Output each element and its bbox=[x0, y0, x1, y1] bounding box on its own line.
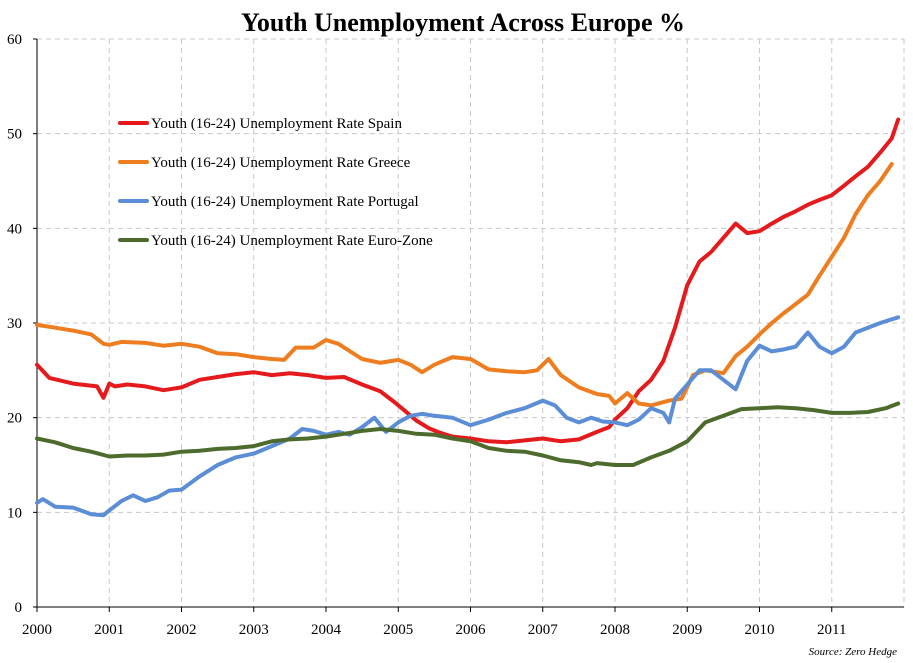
y-tick-label: 20 bbox=[7, 411, 22, 427]
grid-lines bbox=[37, 38, 905, 607]
x-tick-label: 2009 bbox=[672, 622, 702, 638]
chart-title: Youth Unemployment Across Europe % bbox=[241, 8, 685, 37]
x-tick-label: 2002 bbox=[167, 622, 197, 638]
series-line-3 bbox=[35, 401, 901, 467]
legend: Youth (16-24) Unemployment Rate Spain You… bbox=[118, 116, 433, 249]
source-label: Source: Zero Hedge bbox=[809, 646, 897, 658]
y-tick-label: 60 bbox=[7, 32, 22, 48]
x-tick-label: 2001 bbox=[94, 622, 124, 638]
x-tick-label: 2003 bbox=[239, 622, 269, 638]
x-tick-label: 2010 bbox=[745, 622, 775, 638]
y-tick-label: 10 bbox=[7, 505, 22, 521]
legend-label: Youth (16-24) Unemployment Rate Euro-Zon… bbox=[151, 233, 433, 249]
x-tick-label: 2008 bbox=[600, 622, 630, 638]
x-tick-label: 2006 bbox=[456, 622, 487, 638]
series-lines bbox=[35, 117, 901, 518]
x-tick-label: 2011 bbox=[817, 622, 846, 638]
legend-label: Youth (16-24) Unemployment Rate Greece bbox=[151, 155, 411, 171]
x-tick-label: 2007 bbox=[528, 622, 559, 638]
x-tick-label: 2005 bbox=[383, 622, 413, 638]
x-tick-label: 2000 bbox=[22, 622, 52, 638]
series-line-1 bbox=[35, 162, 894, 408]
series-line-2 bbox=[35, 315, 901, 518]
legend-label: Youth (16-24) Unemployment Rate Portugal bbox=[151, 194, 419, 210]
legend-label: Youth (16-24) Unemployment Rate Spain bbox=[151, 116, 402, 132]
y-tick-label: 40 bbox=[7, 221, 22, 237]
y-tick-label: 30 bbox=[7, 316, 22, 332]
axes: 0 10 20 30 40 50 60 2000 2001 2002 2003 2004 2005 200… bbox=[7, 32, 904, 638]
series-line-0 bbox=[35, 117, 901, 445]
y-tick-label: 0 bbox=[15, 600, 23, 616]
y-tick-label: 50 bbox=[7, 127, 22, 143]
x-tick-label: 2004 bbox=[311, 622, 342, 638]
